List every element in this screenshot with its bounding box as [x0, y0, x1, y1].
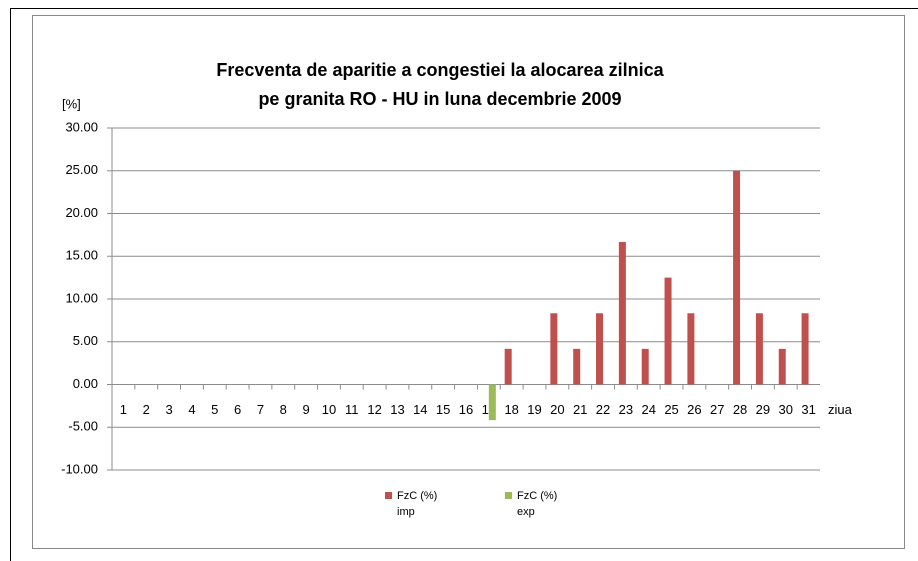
legend-entry: FzC (%) imp [385, 488, 457, 520]
bar [618, 241, 626, 385]
x-tick-label: 10 [322, 402, 336, 417]
legend-swatch [505, 492, 512, 499]
y-tick-label: -5.00 [68, 419, 98, 434]
x-tick-label: 16 [459, 402, 473, 417]
bar [801, 313, 809, 385]
x-tick-label: 30 [779, 402, 793, 417]
y-tick-label: 5.00 [73, 333, 98, 348]
y-tick-label: 15.00 [65, 248, 98, 263]
legend-label: FzC (%) exp [517, 490, 558, 518]
y-tick-label: 0.00 [73, 376, 98, 391]
x-tick-label: 31 [801, 402, 815, 417]
x-tick-label: 9 [303, 402, 310, 417]
bar [778, 348, 786, 385]
x-tick-label: 4 [188, 402, 195, 417]
x-tick-label: 22 [596, 402, 610, 417]
x-tick-label: 6 [234, 402, 241, 417]
x-tick-label: 25 [664, 402, 678, 417]
x-tick-label: 3 [165, 402, 172, 417]
x-tick-label: 5 [211, 402, 218, 417]
x-tick-label: 12 [367, 402, 381, 417]
outer-frame [10, 8, 918, 561]
x-tick-label: 24 [641, 402, 655, 417]
y-tick-label: 25.00 [65, 162, 98, 177]
x-tick-label: 13 [390, 402, 404, 417]
legend-entry: FzC (%) exp [505, 488, 577, 520]
bar [641, 348, 649, 385]
x-tick-label: 8 [280, 402, 287, 417]
bar [504, 348, 512, 385]
x-axis-label: ziua [828, 402, 853, 417]
x-tick-label: 27 [710, 402, 724, 417]
legend-swatch [385, 492, 392, 499]
x-tick-label: 14 [413, 402, 427, 417]
bar [733, 170, 741, 385]
bar [755, 313, 763, 385]
y-tick-label: 30.00 [65, 119, 98, 134]
x-tick-label: 15 [436, 402, 450, 417]
bar [664, 277, 672, 385]
x-tick-label: 1 [120, 402, 127, 417]
y-tick-label: -10.00 [61, 461, 98, 476]
y-axis-label: [%] [62, 96, 81, 111]
x-tick-label: 19 [527, 402, 541, 417]
bar [488, 384, 496, 421]
x-tick-label: 18 [504, 402, 518, 417]
legend-label: FzC (%) imp [397, 490, 438, 518]
x-tick-label: 23 [619, 402, 633, 417]
y-tick-label: 20.00 [65, 205, 98, 220]
bar [573, 348, 581, 385]
x-tick-label: 20 [550, 402, 564, 417]
y-tick-label: 10.00 [65, 290, 98, 305]
chart-border [32, 15, 905, 549]
bar [596, 313, 604, 385]
x-tick-label: 21 [573, 402, 587, 417]
x-tick-label: 26 [687, 402, 701, 417]
x-tick-label: 7 [257, 402, 264, 417]
x-tick-label: 11 [345, 402, 359, 417]
x-tick-label: 28 [733, 402, 747, 417]
chart-title: Frecventa de aparitie a congestiei la al… [216, 60, 664, 109]
x-tick-label: 29 [756, 402, 770, 417]
bar [687, 313, 695, 385]
x-tick-label: 2 [143, 402, 150, 417]
bar [550, 313, 558, 385]
